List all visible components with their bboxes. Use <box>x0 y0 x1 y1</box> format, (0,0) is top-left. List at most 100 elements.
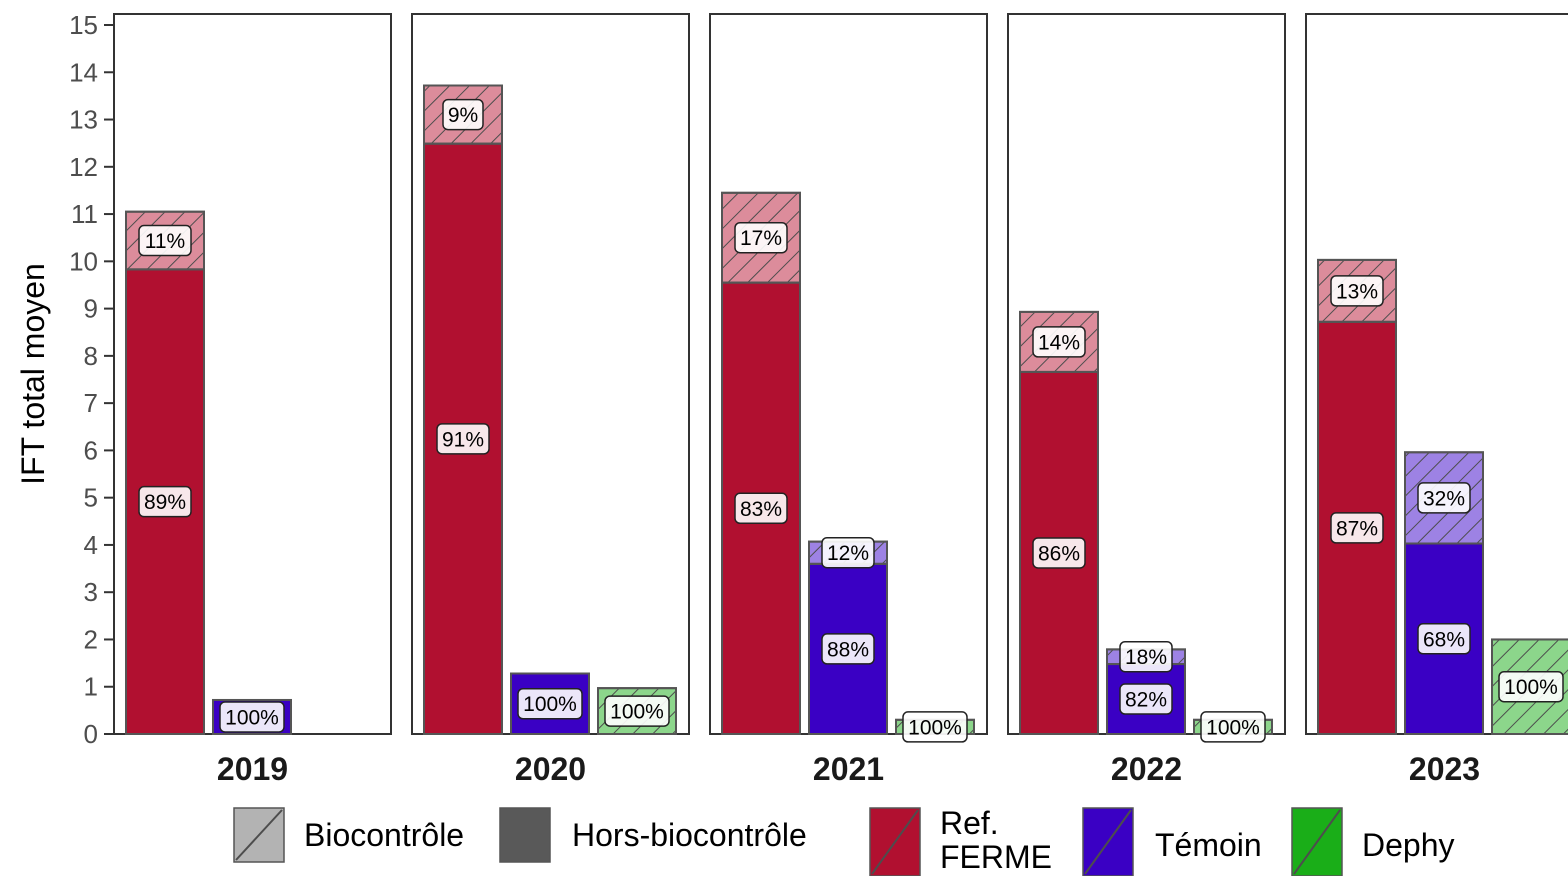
data-label-text: 91% <box>442 428 484 451</box>
legend-hatch-line <box>871 809 919 875</box>
data-label-bio-dephy-2022: 100% <box>1200 711 1266 743</box>
facet-panel-2019: 2019 89% 11% 100% <box>113 13 392 787</box>
y-tick-label: 14 <box>69 57 98 87</box>
data-label-text: 87% <box>1336 517 1378 540</box>
y-tick-label: 1 <box>84 672 98 702</box>
y-tick-label: 8 <box>84 341 98 371</box>
data-label-box <box>1417 623 1471 655</box>
data-label-hors-ref-ferme-2019: 89% <box>138 485 192 518</box>
data-label-box <box>734 221 788 254</box>
data-label-bio-ref-ferme-2020: 9% <box>442 98 484 131</box>
data-label-box <box>1032 537 1086 569</box>
facet-panel-2022: 2022 86% 14% 82% 18% 100% <box>1007 13 1286 787</box>
facet-panel-2020: 2020 91% 9% 100% 100% <box>411 13 690 787</box>
data-label-hors-t-moin-2019: 100% <box>219 701 285 733</box>
data-label-box <box>821 633 875 665</box>
legend-label-line: Ref. <box>940 805 999 841</box>
data-label-text: 100% <box>225 706 279 729</box>
legend-hatch-line <box>235 809 283 861</box>
data-label-text: 100% <box>1206 716 1260 739</box>
facet-panels: 2019 89% 11% 100% 2020 91% 9% 100% 100% 2021 83% 17… <box>113 13 1568 787</box>
data-label-bio-ref-ferme-2021: 17% <box>734 221 788 254</box>
legend-label-line: FERME <box>940 839 1052 875</box>
facet-panel-2023: 2023 87% 13% 68% 32% 100% <box>1305 13 1568 787</box>
data-label-text: 13% <box>1336 280 1378 303</box>
data-label-hors-ref-ferme-2020: 91% <box>436 423 490 455</box>
data-label-box <box>138 485 192 518</box>
data-label-text: 9% <box>448 104 478 127</box>
facet-label-2019: 2019 <box>217 751 288 787</box>
data-label-text: 68% <box>1423 628 1465 651</box>
y-tick-label: 5 <box>84 483 98 513</box>
data-label-box <box>1032 326 1086 358</box>
data-label-hors-ref-ferme-2021: 83% <box>734 492 788 525</box>
data-label-bio-dephy-2020: 100% <box>604 695 670 727</box>
data-label-bio-ref-ferme-2023: 13% <box>1330 275 1384 307</box>
legend-item-ref-ferme: Ref.FERME <box>869 805 1052 876</box>
data-label-text: 100% <box>1504 676 1558 699</box>
data-label-bio-ref-ferme-2022: 14% <box>1032 326 1086 358</box>
y-tick-label: 4 <box>84 530 98 560</box>
y-tick-label: 0 <box>84 719 98 749</box>
y-tick-label: 15 <box>69 10 98 40</box>
data-label-hors-ref-ferme-2022: 86% <box>1032 537 1086 569</box>
legend-label: Hors-biocontrôle <box>572 817 807 853</box>
legend-item-t-moin: Témoin <box>1082 807 1262 876</box>
y-tick-label: 11 <box>71 199 98 229</box>
data-label-bio-ref-ferme-2019: 11% <box>138 224 192 257</box>
facet-label-2020: 2020 <box>515 751 586 787</box>
data-label-hors-ref-ferme-2023: 87% <box>1330 512 1384 544</box>
data-label-hors-t-moin-2022: 82% <box>1119 683 1173 715</box>
data-label-text: 89% <box>144 491 186 514</box>
data-label-box <box>1200 711 1266 743</box>
data-label-box <box>1119 683 1173 715</box>
data-label-text: 100% <box>908 716 962 739</box>
legend-item-hors-biocontr-le: Hors-biocontrôle <box>499 807 807 863</box>
data-label-box <box>219 701 285 733</box>
data-label-box <box>604 695 670 727</box>
data-label-text: 17% <box>740 227 782 250</box>
data-label-box <box>1119 640 1173 673</box>
data-label-bio-t-moin-2021: 12% <box>821 536 875 569</box>
y-tick-label: 2 <box>84 624 98 654</box>
data-label-hors-t-moin-2020: 100% <box>517 687 583 720</box>
data-label-box <box>1330 512 1384 544</box>
data-label-box <box>436 423 490 455</box>
data-label-bio-t-moin-2023: 32% <box>1417 482 1471 514</box>
data-label-hors-t-moin-2021: 88% <box>821 633 875 665</box>
legend-label: Dephy <box>1362 827 1455 863</box>
legend-key <box>499 807 551 863</box>
y-tick-label: 13 <box>69 105 98 135</box>
legend-label: Biocontrôle <box>304 817 464 853</box>
legend-item-biocontr-le: Biocontrôle <box>233 807 464 863</box>
data-label-text: 100% <box>523 693 577 716</box>
data-label-text: 82% <box>1125 689 1167 712</box>
legend-item-dephy: Dephy <box>1291 807 1455 876</box>
data-label-text: 88% <box>827 638 869 661</box>
legend-label: Témoin <box>1155 827 1262 863</box>
data-label-box <box>1417 482 1471 514</box>
facet-label-2023: 2023 <box>1409 751 1480 787</box>
y-tick-label: 9 <box>84 294 98 324</box>
data-label-text: 18% <box>1125 646 1167 669</box>
data-label-text: 11% <box>145 230 185 253</box>
legend-hatch-line <box>1293 809 1341 875</box>
data-label-box <box>902 711 968 743</box>
data-label-box <box>821 536 875 569</box>
y-tick-label: 10 <box>69 246 98 276</box>
data-label-bio-dephy-2023: 100% <box>1498 670 1564 703</box>
data-label-box <box>517 687 583 720</box>
data-label-box <box>1330 275 1384 307</box>
y-tick-label: 3 <box>84 577 98 607</box>
data-label-box <box>442 98 484 131</box>
data-label-text: 14% <box>1038 331 1080 354</box>
y-tick-label: 6 <box>84 435 98 465</box>
data-label-text: 100% <box>610 701 664 724</box>
facet-label-2022: 2022 <box>1111 751 1182 787</box>
facet-panel-2021: 2021 83% 17% 88% 12% 100% <box>709 13 988 787</box>
data-label-box <box>138 224 192 257</box>
y-tick-label: 12 <box>69 152 98 182</box>
data-label-bio-t-moin-2022: 18% <box>1119 640 1173 673</box>
data-label-bio-dephy-2021: 100% <box>902 711 968 743</box>
